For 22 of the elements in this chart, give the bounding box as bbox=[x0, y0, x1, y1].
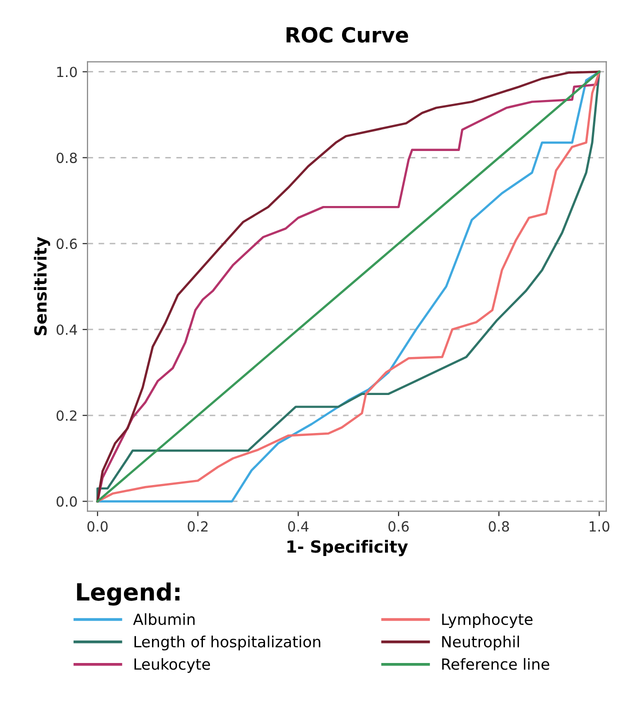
legend-title: Legend: bbox=[77, 582, 180, 606]
legend-label: Reference line bbox=[442, 658, 550, 670]
x-tick-label: 0.2 bbox=[188, 521, 208, 532]
x-axis-title: 1- Specificity bbox=[287, 540, 408, 556]
y-tick-label: 1.0 bbox=[57, 66, 77, 78]
chart-title: ROC Curve bbox=[286, 26, 408, 43]
x-tick-label: 0.0 bbox=[87, 521, 108, 532]
y-tick-label: 0.8 bbox=[56, 152, 77, 164]
y-tick-label: 0.6 bbox=[56, 238, 77, 250]
legend-label: Neutrophil bbox=[442, 636, 519, 650]
y-tick-label: 0.4 bbox=[56, 324, 77, 335]
x-tick-label: 0.4 bbox=[288, 521, 308, 532]
legend-label: Length of hospitalization bbox=[134, 636, 320, 650]
x-tick-label: 0.8 bbox=[488, 521, 509, 532]
legend-label: Albumin bbox=[133, 613, 195, 626]
y-axis-title: Sensitivity bbox=[34, 236, 50, 336]
y-tick-label: 0.2 bbox=[56, 410, 76, 421]
legend-label: Lymphocyte bbox=[442, 613, 532, 628]
legend-label: Leukocyte bbox=[134, 658, 210, 673]
x-tick-label: 1.0 bbox=[590, 521, 610, 532]
y-tick-label: 0.0 bbox=[56, 496, 77, 507]
x-tick-label: 0.6 bbox=[388, 521, 409, 532]
